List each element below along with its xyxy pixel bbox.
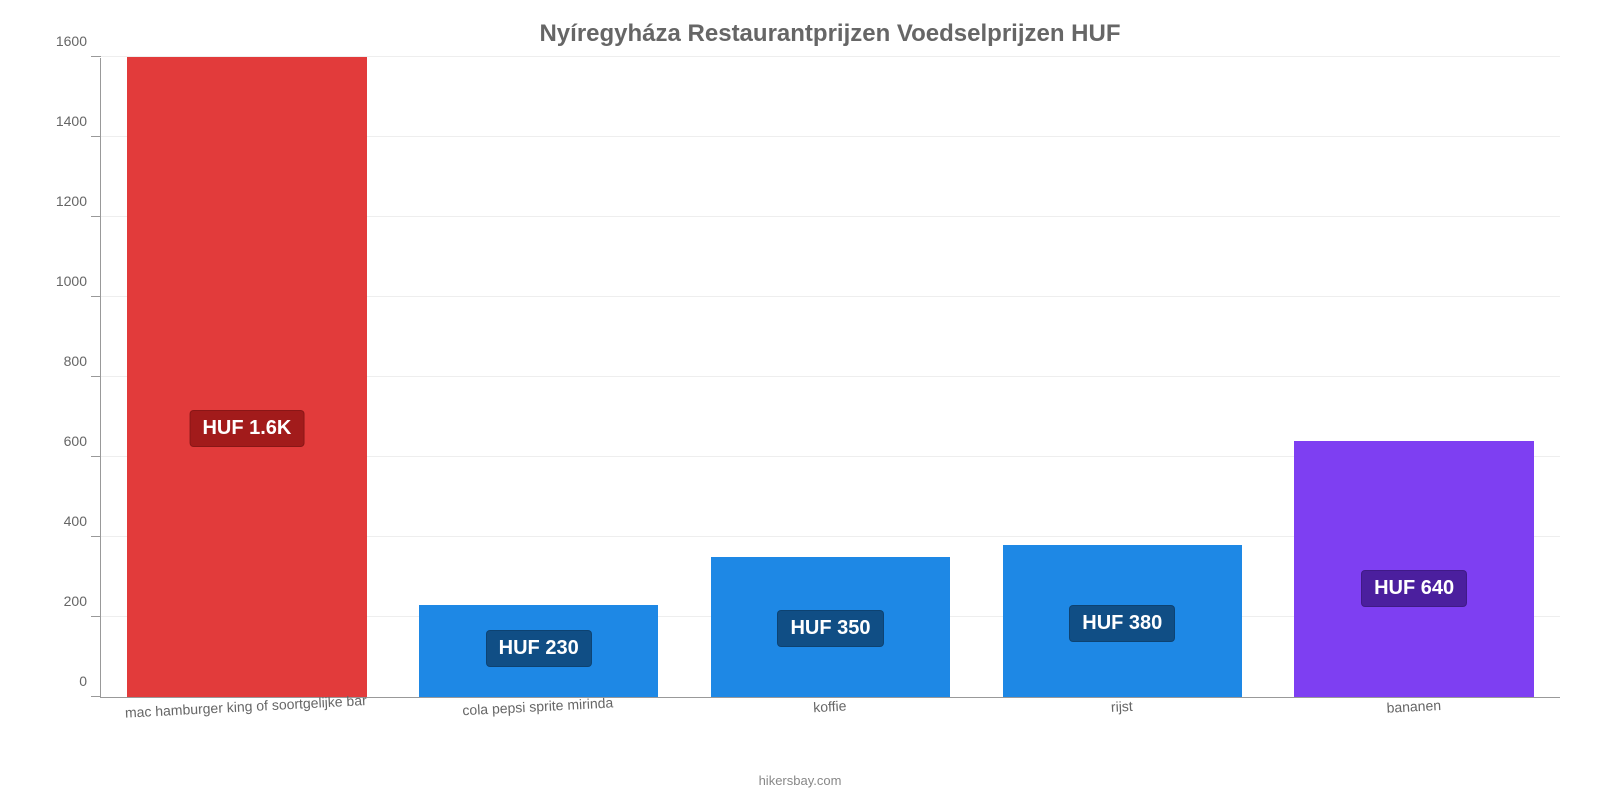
y-tick [91, 376, 101, 377]
y-axis-label: 200 [64, 593, 101, 609]
y-tick [91, 216, 101, 217]
y-axis-label: 0 [79, 673, 101, 689]
y-axis-label: 600 [64, 433, 101, 449]
bars-wrap: HUF 1.6K HUF 230 HUF 350 HUF 380 HUF 640 [101, 58, 1560, 697]
plot-area: 02004006008001000120014001600 HUF 1.6KHU… [100, 58, 1560, 698]
y-axis-label: 1000 [56, 273, 101, 289]
y-tick [91, 696, 101, 697]
bar-slot: HUF 350 [685, 58, 977, 697]
y-axis-label: 800 [64, 353, 101, 369]
bar-value-label: HUF 1.6K [189, 410, 304, 447]
bar-slot: HUF 230 [393, 58, 685, 697]
bar-value-label: HUF 230 [486, 630, 592, 667]
y-tick [91, 616, 101, 617]
y-axis-label: 1400 [56, 113, 101, 129]
bar-slot: HUF 380 [976, 58, 1268, 697]
y-tick [91, 136, 101, 137]
bar-value-label: HUF 350 [777, 610, 883, 647]
bar-value-label: HUF 380 [1069, 605, 1175, 642]
y-tick [91, 56, 101, 57]
bar [1294, 441, 1533, 697]
bar [127, 57, 366, 697]
y-axis-label: 1200 [56, 193, 101, 209]
y-tick [91, 536, 101, 537]
bar-value-label: HUF 640 [1361, 570, 1467, 607]
chart-container: Nyíregyháza Restaurantprijzen Voedselpri… [0, 0, 1600, 800]
chart-title: Nyíregyháza Restaurantprijzen Voedselpri… [100, 20, 1560, 48]
bar-slot: HUF 1.6K [101, 58, 393, 697]
attribution-text: hikersbay.com [759, 773, 842, 788]
y-tick [91, 296, 101, 297]
y-tick [91, 456, 101, 457]
y-axis-label: 1600 [56, 33, 101, 49]
y-axis-label: 400 [64, 513, 101, 529]
bar-slot: HUF 640 [1268, 58, 1560, 697]
x-axis-labels: mac hamburger king of soortgelijke barco… [100, 706, 1560, 722]
